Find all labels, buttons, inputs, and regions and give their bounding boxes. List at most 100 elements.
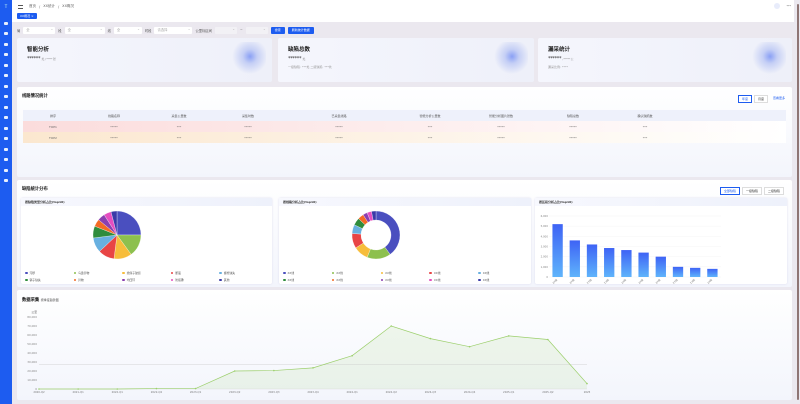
breadcrumb: 首页 / XX统计 / XX概况 [18,4,74,9]
bar [569,240,580,277]
legend-item[interactable]: XX线 [331,278,381,282]
sidebar-nav-icon[interactable] [4,147,8,151]
stats-table: 排序 线路名称 采集公里数 采集时数 已采集线路 智能分析公里数 智能分析图片张数 缺陷总数 确… [23,110,786,143]
legend-item[interactable]: 绝缘子破损 [122,271,171,275]
sidebar-nav-icon[interactable] [4,105,8,109]
period-select[interactable]: 请选择 [154,26,193,34]
legend-item[interactable]: XX线 [283,278,332,282]
sidebar-nav-icon[interactable] [4,179,8,182]
line-stats-panel: 线路情况统计 年度 月度 查看更多 排序 线路名称 采集公里数 采集时数 已采集线路 智能… [17,87,792,177]
table-cell: *** [427,135,433,140]
legend-item[interactable]: 均压环 [122,278,171,282]
lamp-illustration-icon [226,42,266,78]
sidebar-nav-icon[interactable] [4,32,8,35]
column-header: 已采集线路 [331,113,347,118]
card-unit: / ***** 公 [562,57,574,61]
y-tick-label: 80,000 [27,315,37,319]
sidebar-nav-icon[interactable] [4,168,8,172]
defect-dist-panel: 缺陷统计分布 全部缺陷 一级缺陷 二级缺陷 按缺陷类型分析占比(top10) 污… [17,180,792,287]
legend-item[interactable]: 断股 [170,271,220,275]
sidebar-nav-icon[interactable] [4,116,8,119]
pie-slice [116,210,142,236]
menu-icon[interactable] [18,4,23,9]
data-point [547,338,549,341]
legend-item[interactable]: 鸟巢异物 [73,271,123,275]
y-tick-label: 4,000 [541,234,549,238]
toggle-level2[interactable]: 二级缺陷 [763,187,784,195]
sidebar-nav-icon[interactable] [4,74,8,77]
pie-svg [92,210,142,260]
x-tick-label: XX段 [689,278,696,284]
data-point [429,337,432,340]
bar [672,266,684,277]
card-sub: 处 / ***** 张 [41,57,56,61]
x-tick-label: XX段 [586,278,593,284]
toggle-year[interactable]: 年度 [737,95,752,103]
user-name[interactable]: *** [786,4,792,8]
x-tick-label: XX段 [637,278,644,284]
data-collection-panel: 数据采集 按季度趋势图 公里 0 10,000 20,000 30,000 40,000 5… [17,290,792,400]
crumb-home[interactable]: 首页 [29,4,36,8]
table-row[interactable]: TOP1 ***** *** ***** ***** *** ***** ***** *** [23,121,786,132]
crumb-2[interactable]: XX统计 [43,4,55,8]
toggle-month[interactable]: 月度 [753,95,768,103]
bar [655,256,666,277]
sidebar-nav-icon[interactable] [4,84,8,88]
sidebar-nav-icon[interactable] [4,63,8,67]
tab-active[interactable]: XX概况 × [17,13,37,19]
range-end-input[interactable] [245,26,268,34]
sidebar-nav-icon[interactable] [4,95,8,98]
toggle-level1[interactable]: 一级缺陷 [741,187,762,195]
legend-item[interactable]: 螺栓缺失 [219,271,268,275]
legend-item[interactable]: XX线 [429,278,478,282]
legend-item[interactable]: 销子缺失 [25,278,74,282]
sidebar-nav-icon[interactable] [4,158,8,161]
legend-item[interactable]: XX线 [478,271,527,275]
range-sep: ~ [239,28,243,32]
line-select[interactable]: 全 [113,26,142,34]
label-range: 公里标区间 [195,28,212,33]
pie-slice [371,210,377,221]
scrollbar[interactable] [797,4,799,400]
data-point [273,369,275,372]
x-tick-label: 2025 [584,390,591,394]
refresh-button[interactable]: 刷新统计数据 [287,26,314,34]
legend-item[interactable]: 其他 [219,278,268,282]
pie-type-chart: 按缺陷类型分析占比(top10) 污秽 鸟巢异物 绝缘子破损 断股 螺栓缺失 销子缺失 异物… [21,198,272,284]
data-point [116,388,119,390]
search-button[interactable]: 搜索 [270,26,285,34]
legend-item[interactable]: 污秽 [25,271,74,275]
legend-item[interactable]: XX线 [331,271,381,275]
bar [690,267,701,277]
legend-item[interactable]: XX线 [429,271,478,275]
bar [621,250,632,277]
more-link[interactable]: 查看更多 [772,96,785,100]
section-select[interactable]: 全 [64,26,105,34]
sidebar-nav-icon[interactable] [4,21,8,25]
legend-item[interactable]: XX线 [478,278,527,282]
table-row[interactable]: TOP2 ***** *** ***** ***** *** ***** ***** *** [23,132,786,143]
card-value: ****** [548,56,562,62]
toggle-all[interactable]: 全部缺陷 [719,187,740,195]
avatar[interactable] [774,3,780,9]
sidebar-nav-icon[interactable] [4,53,8,56]
legend-item[interactable]: XX线 [283,271,332,275]
pie-slice [110,210,118,236]
y-tick-label: 6,000 [541,214,549,218]
table-cell: *** [427,124,433,129]
legend-item[interactable]: XX线 [380,271,430,275]
sidebar-nav-icon[interactable] [4,42,8,46]
range-start-input[interactable] [214,26,237,34]
data-point [390,325,393,327]
legend-item[interactable]: 防振锤 [170,278,220,282]
bureau-select[interactable]: 全 [23,26,56,34]
legend-item[interactable]: 异物 [73,278,123,282]
card-value: ****** [27,56,41,62]
sidebar-nav-icon[interactable] [4,137,8,140]
card-analysis: 智能分析 ****** 处 / ***** 张 [17,38,272,82]
sidebar-nav-icon[interactable] [4,126,8,130]
label-bureau: 局 [17,28,21,33]
legend-item[interactable]: XX线 [380,278,430,282]
legend: 污秽 鸟巢异物 绝缘子破损 断股 螺栓缺失销子缺失 异物 均压环 防振锤 其他 [25,271,268,282]
table-header: 排序 线路名称 采集公里数 采集时数 已采集线路 智能分析公里数 智能分析图片张数 缺陷总数 确… [23,110,786,121]
